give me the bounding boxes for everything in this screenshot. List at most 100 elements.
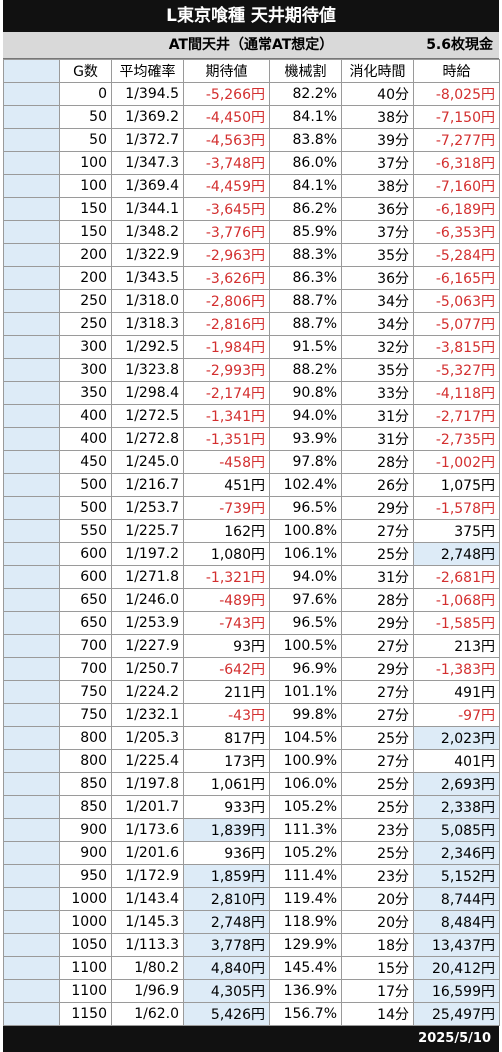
cell-time: 33分 bbox=[341, 381, 414, 405]
cell-hourly: 25,497円 bbox=[413, 1002, 500, 1026]
cell-g: 100 bbox=[59, 151, 112, 175]
cell-g: 50 bbox=[59, 105, 112, 129]
table-row: 500 1/253.7 -739円 96.5% 29分 -1,578円 bbox=[3, 496, 500, 520]
cell-prob: 1/197.2 bbox=[111, 542, 184, 566]
cell-ev: 211円 bbox=[183, 680, 270, 704]
table-row: 150 1/348.2 -3,776円 85.9% 37分 -6,353円 bbox=[3, 220, 500, 244]
cell-rate: 102.4% bbox=[269, 473, 342, 497]
cell-ev: 1,061円 bbox=[183, 772, 270, 796]
cell-rate: 96.9% bbox=[269, 657, 342, 681]
cell-time: 27分 bbox=[341, 634, 414, 658]
cell-ev: -1,341円 bbox=[183, 404, 270, 428]
cell-hourly: -5,327円 bbox=[413, 358, 500, 382]
cell-prob: 1/113.3 bbox=[111, 933, 184, 957]
cell-g: 800 bbox=[59, 749, 112, 773]
table-row: 1050 1/113.3 3,778円 129.9% 18分 13,437円 bbox=[3, 933, 500, 957]
table-row: 300 1/292.5 -1,984円 91.5% 32分 -3,815円 bbox=[3, 335, 500, 359]
cell-rate: 97.6% bbox=[269, 588, 342, 612]
cell-ev: -3,645円 bbox=[183, 197, 270, 221]
cell-g: 950 bbox=[59, 864, 112, 888]
table-row: 750 1/232.1 -43円 99.8% 27分 -97円 bbox=[3, 703, 500, 727]
cell-prob: 1/173.6 bbox=[111, 818, 184, 842]
cell-g: 100 bbox=[59, 174, 112, 198]
cell-rate: 136.9% bbox=[269, 979, 342, 1003]
row-blank-cell bbox=[3, 657, 60, 681]
cell-time: 25分 bbox=[341, 795, 414, 819]
table-row: 1100 1/80.2 4,840円 145.4% 15分 20,412円 bbox=[3, 956, 500, 980]
subtitle-bar: AT間天井（通常AT想定） 5.6枚現金 bbox=[3, 32, 499, 59]
table-row: 650 1/253.9 -743円 96.5% 29分 -1,585円 bbox=[3, 611, 500, 635]
table-row: 650 1/246.0 -489円 97.6% 28分 -1,068円 bbox=[3, 588, 500, 612]
cell-time: 31分 bbox=[341, 404, 414, 428]
cell-time: 27分 bbox=[341, 680, 414, 704]
cell-rate: 118.9% bbox=[269, 910, 342, 934]
cell-hourly: -2,681円 bbox=[413, 565, 500, 589]
cell-rate: 94.0% bbox=[269, 404, 342, 428]
row-blank-cell bbox=[3, 979, 60, 1003]
cell-rate: 91.5% bbox=[269, 335, 342, 359]
cell-time: 28分 bbox=[341, 450, 414, 474]
cell-rate: 100.8% bbox=[269, 519, 342, 543]
table-row: 1000 1/143.4 2,810円 119.4% 20分 8,744円 bbox=[3, 887, 500, 911]
row-blank-cell bbox=[3, 496, 60, 520]
cell-time: 14分 bbox=[341, 1002, 414, 1026]
cell-prob: 1/322.9 bbox=[111, 243, 184, 267]
cell-time: 23分 bbox=[341, 864, 414, 888]
cell-prob: 1/369.2 bbox=[111, 105, 184, 129]
cell-rate: 104.5% bbox=[269, 726, 342, 750]
table-row: 200 1/343.5 -3,626円 86.3% 36分 -6,165円 bbox=[3, 266, 500, 290]
table-row: 600 1/197.2 1,080円 106.1% 25分 2,748円 bbox=[3, 542, 500, 566]
cell-g: 1150 bbox=[59, 1002, 112, 1026]
cell-rate: 119.4% bbox=[269, 887, 342, 911]
row-blank-cell bbox=[3, 404, 60, 428]
cell-g: 250 bbox=[59, 312, 112, 336]
cell-g: 200 bbox=[59, 266, 112, 290]
header-time: 消化時間 bbox=[341, 59, 414, 83]
cell-rate: 83.8% bbox=[269, 128, 342, 152]
table-row: 500 1/216.7 451円 102.4% 26分 1,075円 bbox=[3, 473, 500, 497]
cell-g: 1000 bbox=[59, 910, 112, 934]
cell-rate: 88.7% bbox=[269, 312, 342, 336]
cell-time: 32分 bbox=[341, 335, 414, 359]
cell-ev: 936円 bbox=[183, 841, 270, 865]
cell-g: 150 bbox=[59, 197, 112, 221]
cell-time: 27分 bbox=[341, 519, 414, 543]
header-prob: 平均確率 bbox=[111, 59, 184, 83]
cell-ev: -3,776円 bbox=[183, 220, 270, 244]
cell-g: 500 bbox=[59, 496, 112, 520]
table-row: 950 1/172.9 1,859円 111.4% 23分 5,152円 bbox=[3, 864, 500, 888]
cell-g: 0 bbox=[59, 82, 112, 106]
cell-time: 35分 bbox=[341, 243, 414, 267]
footer-bar: 2025/5/10 bbox=[3, 1026, 499, 1052]
cell-prob: 1/271.8 bbox=[111, 565, 184, 589]
row-blank-cell bbox=[3, 427, 60, 451]
cell-hourly: -8,025円 bbox=[413, 82, 500, 106]
header-blank-cell bbox=[3, 59, 60, 83]
row-blank-cell bbox=[3, 634, 60, 658]
cell-g: 800 bbox=[59, 726, 112, 750]
date-label: 2025/5/10 bbox=[418, 1031, 491, 1046]
cell-ev: -458円 bbox=[183, 450, 270, 474]
cell-g: 200 bbox=[59, 243, 112, 267]
cell-hourly: 213円 bbox=[413, 634, 500, 658]
cell-hourly: -5,063円 bbox=[413, 289, 500, 313]
row-blank-cell bbox=[3, 772, 60, 796]
cell-hourly: 2,748円 bbox=[413, 542, 500, 566]
cell-rate: 88.7% bbox=[269, 289, 342, 313]
row-blank-cell bbox=[3, 680, 60, 704]
cell-ev: -642円 bbox=[183, 657, 270, 681]
cell-g: 450 bbox=[59, 450, 112, 474]
cell-prob: 1/253.9 bbox=[111, 611, 184, 635]
cell-prob: 1/227.9 bbox=[111, 634, 184, 658]
table-row: 250 1/318.3 -2,816円 88.7% 34分 -5,077円 bbox=[3, 312, 500, 336]
cell-time: 25分 bbox=[341, 841, 414, 865]
cell-prob: 1/145.3 bbox=[111, 910, 184, 934]
cell-hourly: -1,383円 bbox=[413, 657, 500, 681]
cell-hourly: -3,815円 bbox=[413, 335, 500, 359]
cell-time: 25分 bbox=[341, 726, 414, 750]
cell-time: 20分 bbox=[341, 910, 414, 934]
cell-time: 25分 bbox=[341, 772, 414, 796]
row-blank-cell bbox=[3, 542, 60, 566]
cell-time: 40分 bbox=[341, 82, 414, 106]
cell-rate: 84.1% bbox=[269, 105, 342, 129]
